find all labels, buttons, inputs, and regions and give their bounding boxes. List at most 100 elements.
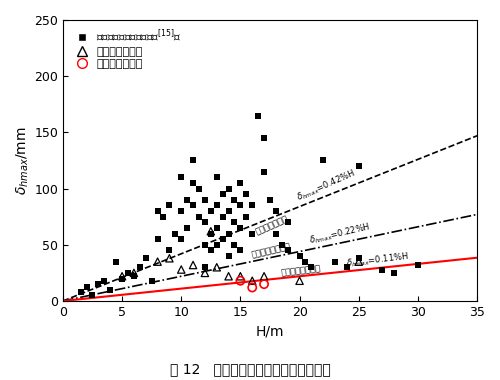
Point <box>378 266 386 272</box>
Point <box>189 262 197 268</box>
Point <box>218 191 226 197</box>
Point <box>88 292 96 298</box>
Point <box>230 197 238 203</box>
Point <box>354 163 362 169</box>
Point <box>207 247 215 253</box>
Point <box>166 247 173 253</box>
Point <box>154 208 162 214</box>
Point <box>195 185 203 192</box>
Point <box>248 203 256 209</box>
Text: 地铁侧整坑基坑：: 地铁侧整坑基坑： <box>250 241 291 259</box>
Point <box>248 231 256 237</box>
Point <box>189 180 197 186</box>
Point <box>212 225 220 231</box>
Text: 非地铁侧基坑：: 非地铁侧基坑： <box>254 214 290 237</box>
Text: $\delta_{hmax}$=0.42%H: $\delta_{hmax}$=0.42%H <box>294 167 357 204</box>
Text: 图 12   地铁及隧道侧基坑变形情况统计: 图 12 地铁及隧道侧基坑变形情况统计 <box>170 362 330 376</box>
Point <box>230 242 238 248</box>
Point <box>260 281 268 287</box>
Text: 地铁侧分区基坑：: 地铁侧分区基坑： <box>281 263 322 277</box>
Point <box>100 278 108 284</box>
Point <box>224 208 232 214</box>
Point <box>177 208 185 214</box>
Point <box>124 270 132 276</box>
Point <box>207 228 215 234</box>
Point <box>236 180 244 186</box>
Point <box>172 231 179 237</box>
X-axis label: H/m: H/m <box>256 325 284 339</box>
Point <box>177 174 185 180</box>
Point <box>136 264 144 270</box>
Text: $\delta_{hmax}$=0.11%H: $\delta_{hmax}$=0.11%H <box>346 250 410 270</box>
Point <box>278 242 286 248</box>
Point <box>260 135 268 141</box>
Point <box>154 236 162 242</box>
Point <box>236 203 244 209</box>
Point <box>260 169 268 175</box>
Point <box>224 185 232 192</box>
Point <box>236 278 244 284</box>
Point <box>236 273 244 279</box>
Point <box>160 214 168 220</box>
Point <box>284 247 292 253</box>
Point <box>183 197 191 203</box>
Point <box>236 247 244 253</box>
Point <box>148 278 156 284</box>
Point <box>166 255 173 261</box>
Point <box>106 287 114 293</box>
Point <box>142 255 150 261</box>
Point <box>189 203 197 209</box>
Point <box>242 214 250 220</box>
Point <box>343 264 351 270</box>
Point <box>118 273 126 279</box>
Point <box>248 285 256 291</box>
Point <box>254 112 262 119</box>
Point <box>242 191 250 197</box>
Point <box>166 203 173 209</box>
Point <box>272 231 280 237</box>
Point <box>354 259 362 265</box>
Point <box>112 259 120 265</box>
Point <box>212 174 220 180</box>
Point <box>260 273 268 279</box>
Point <box>248 278 256 284</box>
Point <box>218 236 226 242</box>
Point <box>130 270 138 276</box>
Point <box>354 255 362 261</box>
Point <box>195 214 203 220</box>
Point <box>296 253 304 259</box>
Point <box>207 208 215 214</box>
Point <box>183 225 191 231</box>
Point <box>201 197 209 203</box>
Point <box>272 208 280 214</box>
Point <box>284 219 292 225</box>
Point <box>224 273 232 279</box>
Point <box>154 259 162 265</box>
Point <box>224 231 232 237</box>
Point <box>177 236 185 242</box>
Point <box>177 266 185 272</box>
Point <box>212 264 220 270</box>
Point <box>130 273 138 279</box>
Point <box>201 242 209 248</box>
Point <box>212 242 220 248</box>
Point <box>212 203 220 209</box>
Point <box>201 264 209 270</box>
Text: $\delta_{hmax}$=0.22%H: $\delta_{hmax}$=0.22%H <box>308 220 372 247</box>
Point <box>319 157 327 163</box>
Point <box>331 259 339 265</box>
Point <box>230 219 238 225</box>
Point <box>302 259 310 265</box>
Y-axis label: $\delta_{hmax}$/mm: $\delta_{hmax}$/mm <box>15 126 32 195</box>
Point <box>236 225 244 231</box>
Point <box>308 264 316 270</box>
Point <box>266 197 274 203</box>
Point <box>189 157 197 163</box>
Point <box>118 276 126 282</box>
Point <box>296 278 304 284</box>
Point <box>76 289 84 295</box>
Legend: 非地铁侧基坑（徐中华等$^{[15]}$）, 地铁侧整坑基坑, 地铁侧分区基坑: 非地铁侧基坑（徐中华等$^{[15]}$）, 地铁侧整坑基坑, 地铁侧分区基坑 <box>68 25 184 71</box>
Point <box>390 270 398 276</box>
Point <box>218 214 226 220</box>
Point <box>224 253 232 259</box>
